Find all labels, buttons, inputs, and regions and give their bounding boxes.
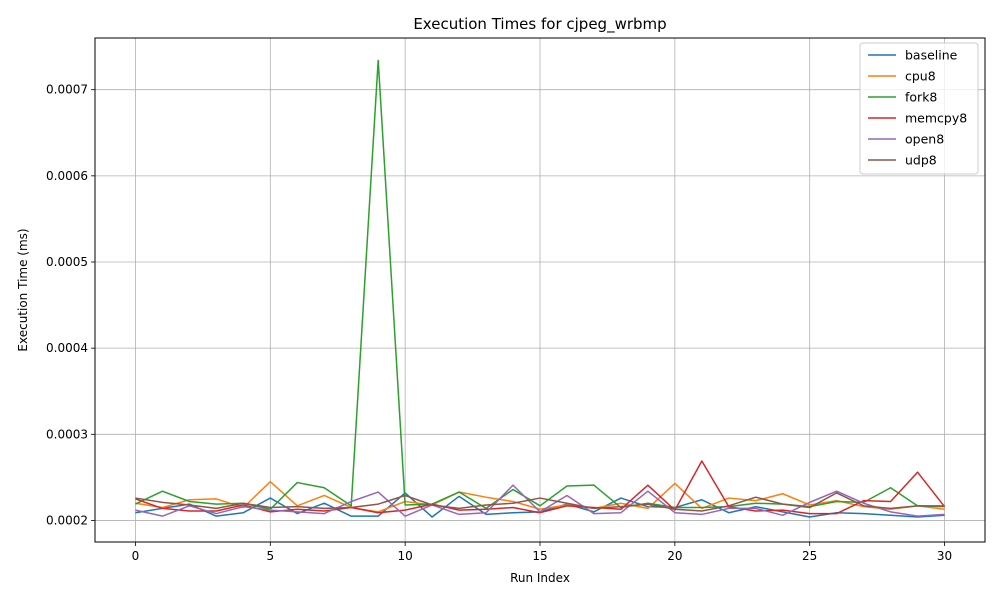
- y-tick-label: 0.0004: [46, 341, 88, 355]
- x-tick-label: 10: [398, 549, 413, 563]
- x-tick-label: 25: [802, 549, 817, 563]
- y-axis-label: Execution Time (ms): [16, 228, 30, 351]
- series-line-udp8: [135, 492, 945, 512]
- x-tick-label: 30: [937, 549, 952, 563]
- axis-ticks: 0 5 10 15 20 25 30 0.0002 0.0003 0.0004 0.0005 0.00…: [46, 83, 952, 563]
- series-line-memcpy8: [135, 460, 946, 515]
- x-tick-label: 20: [667, 549, 682, 563]
- legend-label-fork8: fork8: [905, 90, 937, 105]
- grid: [95, 38, 985, 542]
- legend-label-memcpy8: memcpy8: [905, 111, 967, 126]
- legend-label-open8: open8: [905, 132, 944, 147]
- series-line-cpu8: [135, 480, 945, 513]
- legend: baseline cpu8 fork8 memcpy8 open8 udp8: [859, 42, 979, 175]
- chart-title: Execution Times for cjpeg_wrbmp: [413, 15, 666, 34]
- legend-label-cpu8: cpu8: [905, 69, 936, 84]
- x-axis-label: Run Index: [510, 571, 570, 585]
- y-tick-label: 0.0007: [46, 83, 88, 97]
- y-tick-label: 0.0002: [46, 513, 88, 527]
- legend-label-udp8: udp8: [905, 153, 937, 168]
- series-line-open8: [135, 484, 945, 517]
- x-tick-label: 0: [132, 549, 140, 563]
- x-tick-label: 15: [532, 549, 547, 563]
- x-tick-label: 5: [266, 549, 274, 563]
- y-tick-label: 0.0006: [46, 169, 88, 183]
- series-line-fork8: [135, 59, 945, 511]
- series-lines: [135, 59, 946, 518]
- legend-label-baseline: baseline: [905, 48, 958, 63]
- y-tick-label: 0.0005: [46, 255, 88, 269]
- y-tick-label: 0.0003: [46, 427, 88, 441]
